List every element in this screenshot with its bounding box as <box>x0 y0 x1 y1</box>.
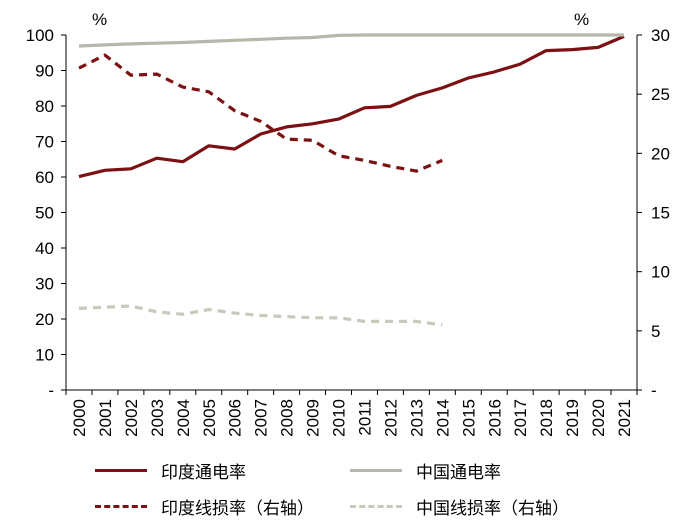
right-axis-tick-label: 15 <box>651 204 670 223</box>
axes <box>61 34 642 395</box>
x-axis-tick-label: 2001 <box>96 399 115 437</box>
left-axis-tick-label: 50 <box>35 204 54 223</box>
left-axis-unit: % <box>92 10 107 29</box>
left-axis-tick-label: 70 <box>35 133 54 152</box>
series-line <box>78 34 625 179</box>
series-line <box>78 304 443 327</box>
series-line <box>78 33 624 48</box>
x-axis-tick-label: 2015 <box>459 399 478 437</box>
left-axis-tick-label: 30 <box>35 275 54 294</box>
left-axis-tick-label: 90 <box>35 62 54 81</box>
x-axis-tick-label: 2008 <box>278 399 297 437</box>
series-layer <box>78 33 625 327</box>
x-axis-tick-label: 2005 <box>200 399 219 437</box>
left-axis-tick-label: 80 <box>35 97 54 116</box>
left-axis-tick-label: 10 <box>35 346 54 365</box>
right-axis-tick-label: 10 <box>651 263 670 282</box>
x-axis-tick-label: 2019 <box>563 399 582 437</box>
left-axis-tick-label: - <box>48 381 54 400</box>
x-axis-tick-label: 2011 <box>355 399 374 436</box>
x-axis-tick-label: 2014 <box>433 399 452 437</box>
x-axis-tick-label: 2003 <box>148 399 167 437</box>
x-axis-tick-label: 2018 <box>537 399 556 437</box>
x-axis-tick-label: 2017 <box>511 399 530 437</box>
x-axis-tick-label: 2016 <box>485 399 504 437</box>
x-axis-tick-label: 2012 <box>381 399 400 437</box>
series-2 <box>78 53 443 173</box>
x-axis-tick-label: 2002 <box>122 399 141 437</box>
x-axis-tick-label: 2021 <box>615 399 634 437</box>
right-axis-tick-label: 30 <box>651 26 670 45</box>
right-axis-tick-label: 5 <box>651 322 660 341</box>
x-axis-tick-label: 2007 <box>252 399 271 437</box>
series-1 <box>78 33 624 48</box>
left-axis-tick-label: 40 <box>35 239 54 258</box>
right-axis-unit: % <box>574 10 589 29</box>
x-axis-tick-label: 2010 <box>330 399 349 437</box>
x-axis-tick-label: 2020 <box>589 399 608 437</box>
x-axis-tick-label: 2006 <box>226 399 245 437</box>
x-axis-tick-label: 2009 <box>304 399 323 437</box>
tick-layer: - 10 20 30 40 50 60 70 80 90 100 - 5 10 15 20 25 30% % 2000… <box>26 10 670 437</box>
series-0 <box>78 34 625 179</box>
x-axis-tick-label: 2004 <box>174 399 193 437</box>
series-line <box>78 53 443 173</box>
x-axis-tick-label: 2013 <box>407 399 426 437</box>
right-axis-tick-label: - <box>651 381 657 400</box>
left-axis-tick-label: 20 <box>35 310 54 329</box>
x-axis-tick-label: 2000 <box>70 399 89 437</box>
right-axis-tick-label: 20 <box>651 144 670 163</box>
left-axis-tick-label: 60 <box>35 168 54 187</box>
series-3 <box>78 304 443 327</box>
left-axis-tick-label: 100 <box>26 26 54 45</box>
right-axis-tick-label: 25 <box>651 85 670 104</box>
